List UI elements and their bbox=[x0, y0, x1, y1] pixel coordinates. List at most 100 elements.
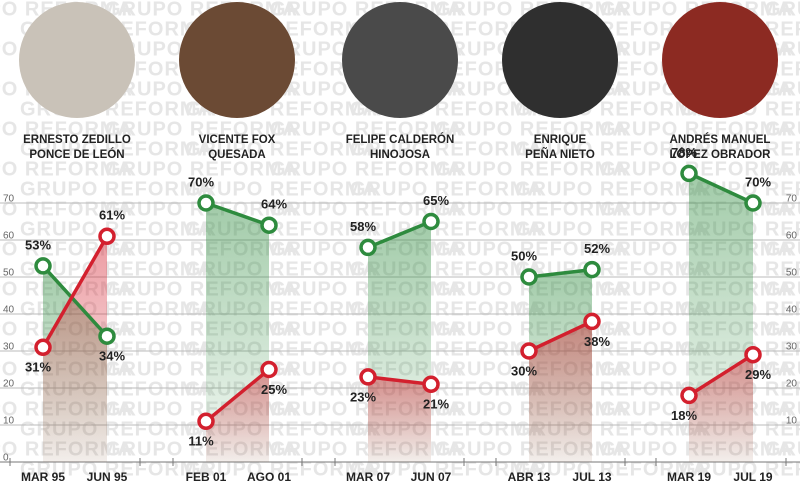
value-label: 65% bbox=[423, 193, 449, 208]
point bbox=[422, 212, 440, 231]
plot: 0 10 20 30 40 50 60 70 10 20 30 40 50 60 70 ERNESTO ZED… bbox=[0, 133, 800, 484]
line bbox=[528, 319, 593, 353]
watermark: GRUPO REFORMA bbox=[0, 198, 133, 220]
y-tick-label: 50 bbox=[3, 268, 15, 279]
watermark: GRUPO REFORMA bbox=[435, 238, 628, 260]
line bbox=[41, 235, 109, 349]
point bbox=[260, 360, 278, 379]
line bbox=[528, 267, 593, 279]
watermark: GRUPO REFORMA bbox=[20, 258, 213, 280]
watermark: GRUPO REFORMA bbox=[680, 458, 800, 480]
panel-title: ERNESTO ZEDILLO bbox=[23, 134, 131, 146]
panel-title: LÓPEZ OBRADOR bbox=[670, 148, 772, 161]
watermark: GRUPO REFORMA bbox=[270, 118, 463, 140]
point bbox=[680, 164, 698, 183]
y-tick-label: 30 bbox=[786, 342, 798, 353]
photo bbox=[179, 2, 295, 118]
watermark: GRUPO REFORMA bbox=[350, 178, 543, 200]
value-label: 31% bbox=[25, 360, 51, 375]
watermark: GRUPO REFORMA bbox=[105, 118, 298, 140]
point bbox=[197, 194, 215, 212]
value-label: 78% bbox=[671, 145, 697, 160]
value-label: 30% bbox=[511, 363, 537, 378]
x-tick-label: MAR 19 bbox=[667, 470, 711, 484]
line bbox=[688, 171, 754, 205]
point bbox=[520, 342, 538, 360]
watermark: GRUPO REFORMA bbox=[435, 158, 628, 180]
point bbox=[744, 345, 762, 364]
point bbox=[359, 238, 377, 257]
line bbox=[367, 219, 432, 250]
point bbox=[422, 375, 440, 394]
area bbox=[529, 321, 592, 462]
value-label: 34% bbox=[99, 349, 125, 364]
panel-title: ENRIQUE bbox=[534, 134, 587, 146]
panel-title: QUESADA bbox=[208, 149, 266, 161]
watermark: GRUPO REFORMA bbox=[435, 118, 628, 140]
watermark: GRUPO REFORMA bbox=[270, 198, 463, 220]
point bbox=[520, 268, 538, 286]
area bbox=[689, 354, 753, 462]
watermark: GRUPO REFORMA bbox=[350, 138, 543, 160]
watermark: GRUPO REFORMA bbox=[680, 138, 800, 160]
value-label: 61% bbox=[99, 208, 125, 223]
value-label: 23% bbox=[350, 389, 376, 404]
value-label: 11% bbox=[188, 434, 214, 449]
photo bbox=[342, 2, 458, 118]
x-tick-label: FEB 01 bbox=[186, 470, 227, 484]
y-tick-label: 40 bbox=[3, 305, 15, 316]
value-label: 25% bbox=[261, 382, 287, 397]
panel-title: VICENTE FOX bbox=[199, 134, 276, 146]
watermark: GRUPO REFORMA bbox=[765, 318, 800, 340]
y-tick-label: 40 bbox=[786, 305, 798, 316]
watermark: GRUPO REFORMA bbox=[0, 158, 133, 180]
watermark: GRUPO REFORMA bbox=[515, 178, 708, 200]
watermark: GRUPO REFORMA bbox=[765, 438, 800, 460]
watermark: GRUPO REFORMA bbox=[515, 458, 708, 480]
point bbox=[744, 194, 762, 212]
point bbox=[359, 368, 377, 386]
watermark: GRUPO REFORMA bbox=[765, 118, 800, 140]
point bbox=[680, 386, 698, 405]
point bbox=[34, 338, 52, 357]
photo bbox=[19, 2, 135, 118]
watermark: GRUPO REFORMA bbox=[20, 178, 213, 200]
area bbox=[43, 236, 107, 462]
panel-title: HINOJOSA bbox=[370, 149, 430, 161]
y-tick-label: 70 bbox=[786, 194, 798, 205]
line bbox=[688, 353, 754, 397]
value-label: 70% bbox=[188, 174, 214, 189]
x-tick-label: JUL 19 bbox=[733, 470, 772, 484]
watermark: GRUPO REFORMA bbox=[0, 118, 133, 140]
y-tick-label: 70 bbox=[3, 194, 15, 205]
y-tick-label: 10 bbox=[786, 416, 798, 427]
x-tick-label: AGO 01 bbox=[247, 470, 291, 484]
point bbox=[98, 327, 116, 345]
value-label: 53% bbox=[25, 237, 51, 252]
y-tick-label: 0 bbox=[3, 453, 9, 464]
x-tick-label: JUL 13 bbox=[572, 470, 611, 484]
line bbox=[367, 375, 432, 387]
y-tick-label: 50 bbox=[786, 268, 798, 279]
watermark: GRUPO REFORMA bbox=[185, 138, 378, 160]
y-tick-label: 10 bbox=[3, 416, 15, 427]
watermark: GRUPO REFORMA bbox=[765, 0, 800, 20]
value-label: 38% bbox=[584, 334, 610, 349]
watermark: GRUPO REFORMA bbox=[20, 218, 213, 240]
panel-title: PEÑA NIETO bbox=[525, 148, 595, 161]
photo bbox=[502, 2, 618, 118]
x-tick-label: JUN 07 bbox=[411, 470, 452, 484]
watermark: GRUPO REFORMA bbox=[105, 158, 298, 180]
watermark: GRUPO REFORMA bbox=[185, 458, 378, 480]
x-tick-label: ABR 13 bbox=[508, 470, 551, 484]
y-tick-label: 20 bbox=[786, 379, 798, 390]
area bbox=[206, 369, 269, 462]
watermark: GRUPO REFORMA bbox=[765, 158, 800, 180]
watermark: GRUPO REFORMA bbox=[350, 458, 543, 480]
point bbox=[34, 257, 52, 275]
y-tick-label: 30 bbox=[3, 342, 15, 353]
watermark: GRUPO REFORMA bbox=[20, 138, 213, 160]
watermark: GRUPO REFORMA bbox=[765, 238, 800, 260]
x-tick-label: MAR 95 bbox=[21, 470, 65, 484]
